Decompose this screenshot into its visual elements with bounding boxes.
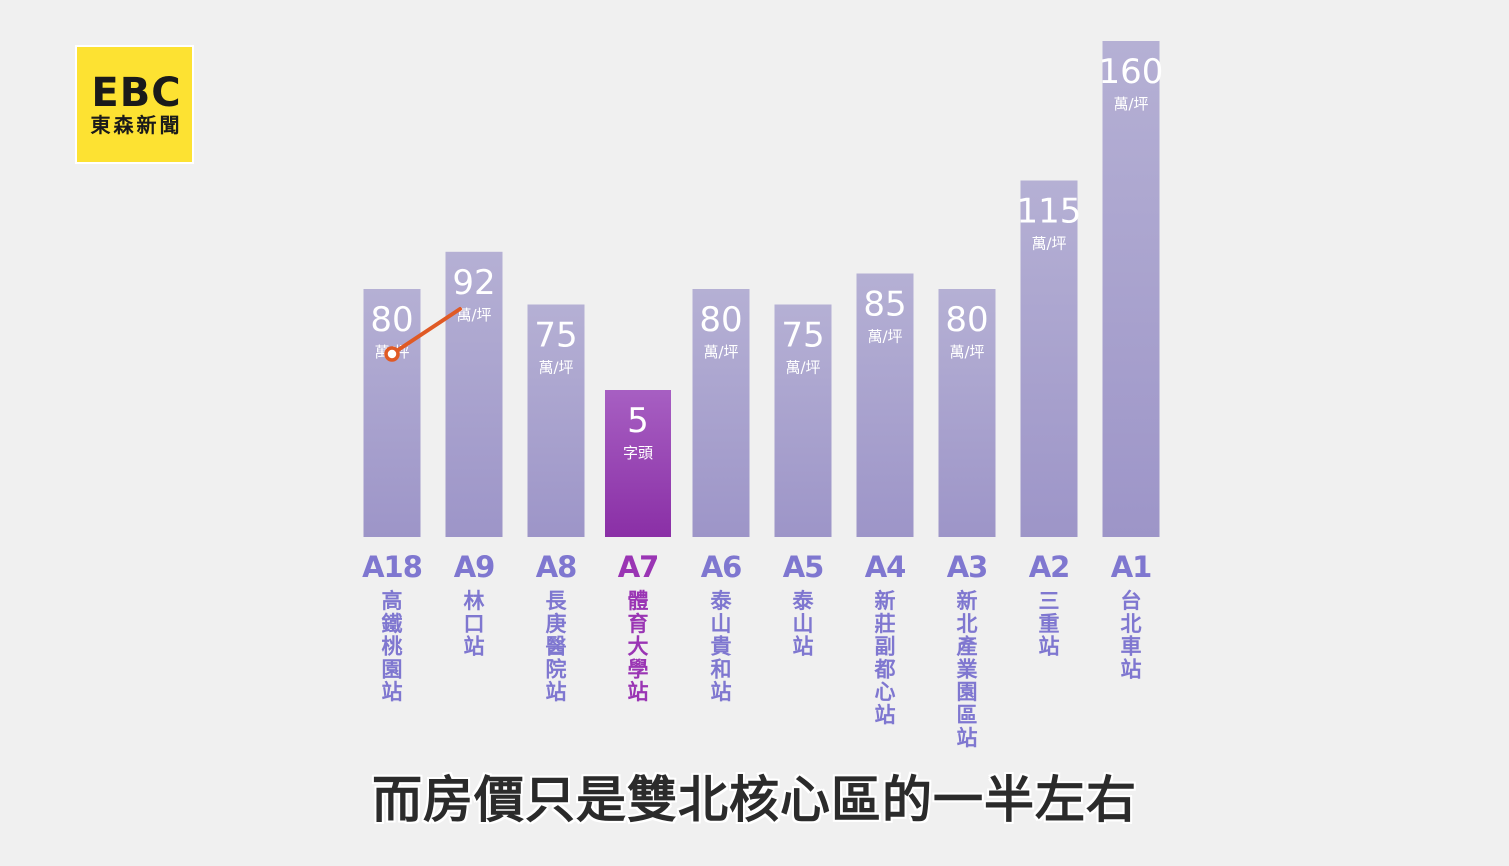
value-label-A9: 92 — [452, 263, 495, 303]
bar-A1 — [1102, 41, 1160, 537]
station-code-A6: A6 — [701, 550, 742, 584]
unit-label-A2: 萬/坪 — [1031, 235, 1066, 253]
bar-A4 — [856, 273, 914, 537]
value-label-A6: 80 — [699, 300, 742, 340]
station-name-char-A1: 站 — [1121, 657, 1142, 681]
station-name-char-A3: 產 — [957, 635, 978, 659]
station-name-char-A6: 站 — [711, 680, 732, 704]
station-name-char-A1: 車 — [1121, 635, 1142, 659]
station-name-char-A6: 貴 — [711, 635, 732, 659]
value-label-A2: 115 — [1017, 192, 1082, 232]
station-code-A1: A1 — [1111, 550, 1152, 584]
station-name-char-A4: 副 — [875, 635, 896, 659]
bar-A18 — [363, 289, 421, 537]
station-name-char-A8: 庚 — [546, 612, 567, 636]
station-name-char-A6: 和 — [711, 657, 732, 681]
value-label-A1: 160 — [1099, 52, 1164, 92]
station-name-char-A4: 心 — [875, 680, 896, 704]
bar-A8 — [527, 304, 585, 537]
station-name-char-A7: 育 — [628, 612, 649, 636]
station-code-A9: A9 — [454, 550, 495, 584]
station-name-char-A7: 大 — [628, 635, 649, 659]
station-name-char-A18: 站 — [382, 680, 403, 704]
station-name-char-A1: 北 — [1121, 612, 1142, 636]
station-code-A4: A4 — [865, 550, 906, 584]
station-name-char-A6: 泰 — [710, 589, 733, 613]
station-name-char-A3: 北 — [957, 612, 978, 636]
station-name-char-A4: 莊 — [875, 612, 896, 636]
station-name-char-A5: 泰 — [792, 589, 815, 613]
station-name-char-A5: 山 — [793, 612, 814, 636]
station-name-char-A4: 站 — [875, 703, 896, 727]
pointer-marker — [384, 346, 400, 362]
station-name-char-A9: 站 — [464, 635, 485, 659]
logo-mark: EBC — [91, 70, 182, 116]
station-name-char-A5: 站 — [793, 635, 814, 659]
station-name-char-A7: 站 — [628, 680, 649, 704]
value-label-A8: 75 — [534, 316, 577, 356]
station-name-char-A3: 業 — [957, 657, 979, 681]
bar-A2 — [1020, 180, 1078, 537]
unit-label-A6: 萬/坪 — [703, 343, 738, 361]
station-code-A18: A18 — [362, 550, 422, 584]
station-name-char-A8: 醫 — [546, 635, 567, 659]
station-name-char-A9: 口 — [464, 612, 485, 636]
station-name-char-A18: 鐵 — [382, 612, 403, 636]
bar-A3 — [938, 289, 996, 537]
caption-subtitle: 而房價只是雙北核心區的一半左右 — [372, 771, 1137, 829]
station-name-char-A2: 站 — [1039, 635, 1060, 659]
bar-A6 — [692, 289, 750, 537]
value-label-A3: 80 — [945, 300, 988, 340]
unit-label-A4: 萬/坪 — [867, 328, 902, 346]
station-name-char-A4: 新 — [875, 589, 896, 613]
unit-label-A9: 萬/坪 — [456, 306, 491, 324]
station-name-char-A7: 體 — [628, 589, 649, 613]
station-name-char-A3: 站 — [957, 726, 978, 750]
station-code-A8: A8 — [536, 550, 577, 584]
station-name-char-A2: 重 — [1039, 612, 1060, 636]
bar-A7 — [605, 390, 671, 537]
station-name-char-A3: 新 — [957, 589, 978, 613]
value-label-A7: 5 — [627, 401, 649, 441]
station-name-char-A3: 區 — [957, 703, 978, 727]
unit-label-A5: 萬/坪 — [785, 359, 820, 377]
station-name-char-A8: 長 — [546, 589, 568, 613]
value-label-A5: 75 — [781, 316, 824, 356]
station-name-char-A9: 林 — [464, 589, 485, 613]
station-name-char-A18: 高 — [382, 589, 403, 613]
station-name-char-A1: 台 — [1121, 589, 1142, 613]
bar-A9 — [445, 251, 503, 538]
station-name-char-A4: 都 — [874, 657, 896, 681]
station-code-A2: A2 — [1029, 550, 1070, 584]
station-name-char-A18: 桃 — [382, 635, 403, 659]
station-name-char-A6: 山 — [711, 612, 732, 636]
unit-label-A7: 字頭 — [623, 444, 653, 462]
station-name-char-A8: 院 — [546, 657, 567, 681]
value-label-A18: 80 — [370, 300, 413, 340]
station-name-char-A18: 園 — [382, 657, 403, 681]
station-name-char-A7: 學 — [628, 657, 649, 681]
value-label-A4: 85 — [863, 285, 906, 325]
station-name-char-A3: 園 — [957, 680, 978, 704]
pointer-line — [390, 307, 462, 356]
station-name-char-A2: 三 — [1039, 589, 1060, 613]
station-code-A5: A5 — [783, 550, 824, 584]
station-name-char-A8: 站 — [546, 680, 567, 704]
unit-label-A1: 萬/坪 — [1113, 95, 1148, 113]
ebc-logo: EBC 東森新聞 — [75, 45, 194, 164]
unit-label-A8: 萬/坪 — [538, 359, 573, 377]
unit-label-A3: 萬/坪 — [949, 343, 984, 361]
station-code-A7: A7 — [618, 550, 659, 584]
bar-A5 — [774, 304, 832, 537]
logo-text: 東森新聞 — [90, 113, 183, 137]
station-code-A3: A3 — [947, 550, 988, 584]
